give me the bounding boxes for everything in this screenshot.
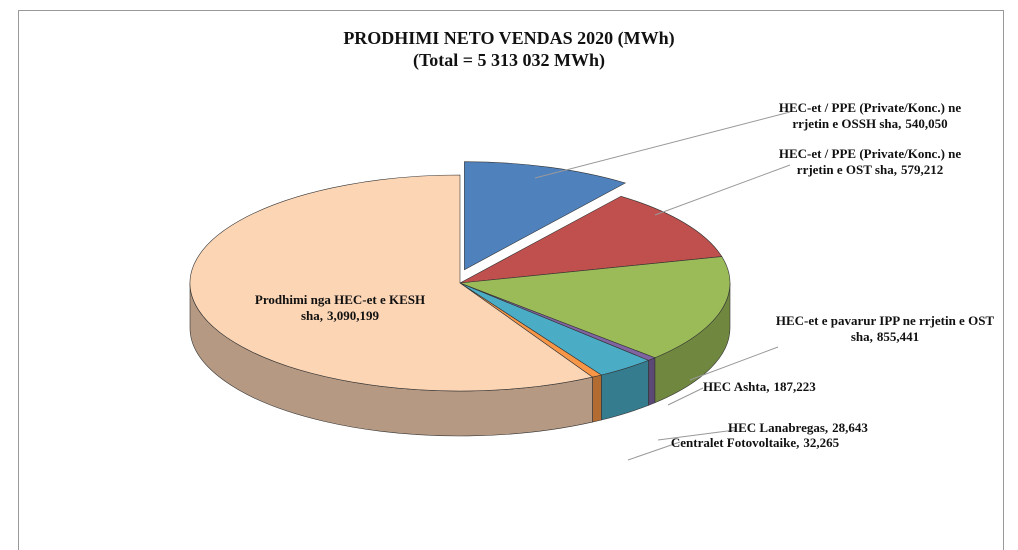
leader-line bbox=[534, 111, 791, 179]
value-label: 187,223 bbox=[773, 379, 816, 394]
data-label: HEC Lanabregas, 28,643 bbox=[728, 420, 908, 436]
category-label: Prodhimi nga HEC-et e KESH sha, bbox=[254, 292, 426, 323]
slice bbox=[189, 174, 594, 392]
chart-frame bbox=[18, 10, 1004, 550]
leader-line bbox=[657, 429, 736, 441]
slice-side bbox=[648, 357, 656, 406]
leader-line bbox=[689, 346, 779, 381]
category-label: HEC-et / PPE (Private/Konc.) ne rrjetin … bbox=[778, 146, 962, 177]
data-label: Centralet Fotovoltaike, 32,265 bbox=[660, 435, 850, 451]
slice bbox=[464, 161, 627, 271]
value-label: 855,441 bbox=[876, 329, 920, 344]
chart-title: PRODHIMI NETO VENDAS 2020 (MWh) bbox=[343, 28, 675, 48]
slice-side bbox=[592, 374, 602, 423]
leader-line bbox=[654, 164, 791, 216]
leader-line bbox=[627, 441, 681, 461]
value-label: 32,265 bbox=[803, 435, 840, 450]
data-label: HEC-et e pavarur IPP ne rrjetin e OST sh… bbox=[770, 313, 1000, 345]
category-label: Centralet Fotovoltaike, bbox=[670, 435, 800, 450]
slice bbox=[459, 256, 731, 359]
category-label: HEC Lanabregas, bbox=[728, 420, 829, 435]
category-label: HEC Ashta, bbox=[703, 379, 770, 394]
value-label: 540,050 bbox=[905, 116, 948, 131]
data-label: HEC-et / PPE (Private/Konc.) ne rrjetin … bbox=[760, 146, 980, 178]
data-label: Prodhimi nga HEC-et e KESH sha, 3,090,199 bbox=[240, 292, 440, 324]
leader-line bbox=[667, 387, 704, 406]
chart-subtitle: (Total = 5 313 032 MWh) bbox=[412, 50, 606, 70]
value-label: 3,090,199 bbox=[327, 308, 380, 323]
value-label: 28,643 bbox=[832, 420, 868, 435]
category-label: HEC-et e pavarur IPP ne rrjetin e OST sh… bbox=[775, 313, 995, 344]
category-label: HEC-et / PPE (Private/Konc.) ne rrjetin … bbox=[778, 100, 962, 131]
slice bbox=[459, 195, 723, 284]
data-label: HEC Ashta, 187,223 bbox=[703, 379, 883, 395]
value-label: 579,212 bbox=[900, 162, 944, 177]
data-label: HEC-et / PPE (Private/Konc.) ne rrjetin … bbox=[760, 100, 980, 132]
